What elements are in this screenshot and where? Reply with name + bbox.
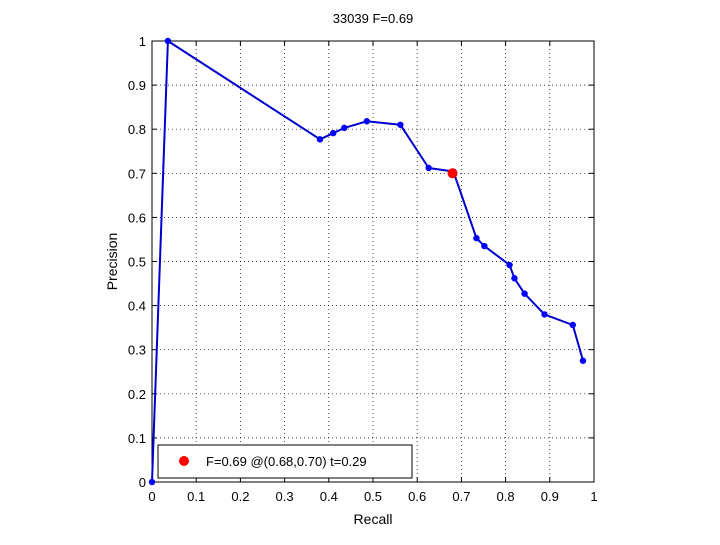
x-tick-label: 1 bbox=[590, 489, 597, 504]
data-point bbox=[481, 242, 488, 250]
data-point bbox=[511, 275, 518, 282]
x-tick-label: 0.9 bbox=[541, 489, 559, 504]
x-tick-label: 0 bbox=[148, 489, 155, 504]
data-point bbox=[397, 121, 404, 128]
ticks: 0 0.1 0.2 0.3 0.4 0.5 0.6 0.7 0.8 0.9 1 0 0.1 0.2 0.3 0… bbox=[128, 34, 598, 504]
data-point bbox=[316, 136, 324, 143]
x-tick-label: 0.4 bbox=[320, 489, 338, 504]
legend-marker bbox=[179, 456, 189, 466]
chart-title: 33039 F=0.69 bbox=[333, 11, 414, 26]
x-tick-label: 0.7 bbox=[452, 489, 470, 504]
legend: F=0.69 @(0.68,0.70) t=0.29 bbox=[157, 444, 413, 479]
series bbox=[148, 37, 587, 486]
y-tick-label: 1 bbox=[139, 34, 146, 49]
x-tick-label: 0.2 bbox=[231, 489, 249, 504]
y-tick-label: 0 bbox=[139, 475, 146, 490]
x-tick-label: 0.1 bbox=[187, 489, 205, 504]
data-point bbox=[164, 37, 172, 45]
data-point bbox=[579, 357, 587, 364]
y-tick-label: 0.1 bbox=[128, 431, 146, 446]
x-tick-label: 0.6 bbox=[408, 489, 426, 504]
y-tick-label: 0.5 bbox=[128, 255, 146, 270]
data-point bbox=[363, 118, 371, 125]
x-axis-label: Recall bbox=[354, 511, 393, 527]
data-point bbox=[148, 478, 156, 486]
y-tick-label: 0.4 bbox=[128, 299, 146, 314]
data-point bbox=[330, 129, 337, 137]
data-point bbox=[506, 261, 513, 269]
y-axis-label: Precision bbox=[104, 233, 120, 291]
data-point bbox=[341, 124, 348, 132]
y-tick-label: 0.2 bbox=[128, 387, 146, 402]
y-tick-label: 0.3 bbox=[128, 343, 146, 358]
x-tick-label: 0.8 bbox=[497, 489, 515, 504]
data-point bbox=[521, 290, 528, 297]
data-point bbox=[569, 321, 576, 329]
y-tick-label: 0.7 bbox=[128, 166, 146, 181]
y-tick-label: 0.8 bbox=[128, 122, 146, 137]
best-f-point bbox=[447, 168, 458, 179]
y-tick-label: 0.6 bbox=[128, 210, 146, 225]
x-tick-label: 0.3 bbox=[276, 489, 294, 504]
x-tick-label: 0.5 bbox=[364, 489, 382, 504]
data-point bbox=[473, 234, 480, 242]
y-tick-label: 0.9 bbox=[128, 78, 146, 93]
data-point bbox=[541, 311, 548, 318]
legend-box bbox=[157, 444, 413, 479]
data-point bbox=[425, 164, 432, 172]
legend-label: F=0.69 @(0.68,0.70) t=0.29 bbox=[206, 454, 367, 469]
